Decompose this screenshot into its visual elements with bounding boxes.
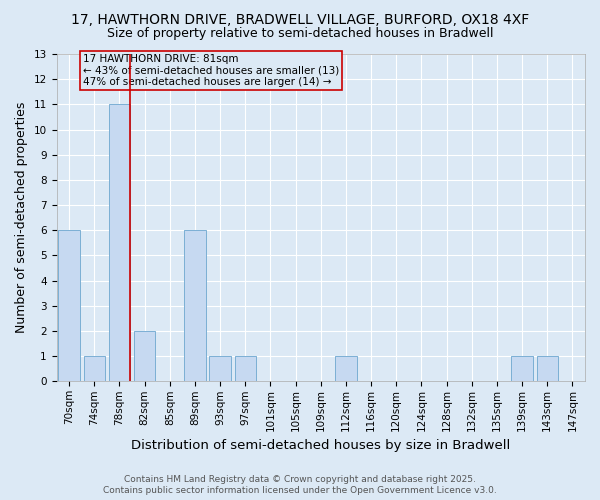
Bar <box>134 331 155 382</box>
Y-axis label: Number of semi-detached properties: Number of semi-detached properties <box>15 102 28 334</box>
Bar <box>536 356 558 382</box>
Bar <box>235 356 256 382</box>
X-axis label: Distribution of semi-detached houses by size in Bradwell: Distribution of semi-detached houses by … <box>131 440 511 452</box>
Bar <box>209 356 231 382</box>
Text: 17 HAWTHORN DRIVE: 81sqm
← 43% of semi-detached houses are smaller (13)
47% of s: 17 HAWTHORN DRIVE: 81sqm ← 43% of semi-d… <box>83 54 339 87</box>
Bar <box>109 104 130 382</box>
Bar <box>83 356 105 382</box>
Bar <box>58 230 80 382</box>
Bar <box>184 230 206 382</box>
Bar <box>511 356 533 382</box>
Text: Size of property relative to semi-detached houses in Bradwell: Size of property relative to semi-detach… <box>107 28 493 40</box>
Text: 17, HAWTHORN DRIVE, BRADWELL VILLAGE, BURFORD, OX18 4XF: 17, HAWTHORN DRIVE, BRADWELL VILLAGE, BU… <box>71 12 529 26</box>
Bar <box>335 356 356 382</box>
Text: Contains public sector information licensed under the Open Government Licence v3: Contains public sector information licen… <box>103 486 497 495</box>
Text: Contains HM Land Registry data © Crown copyright and database right 2025.: Contains HM Land Registry data © Crown c… <box>124 475 476 484</box>
